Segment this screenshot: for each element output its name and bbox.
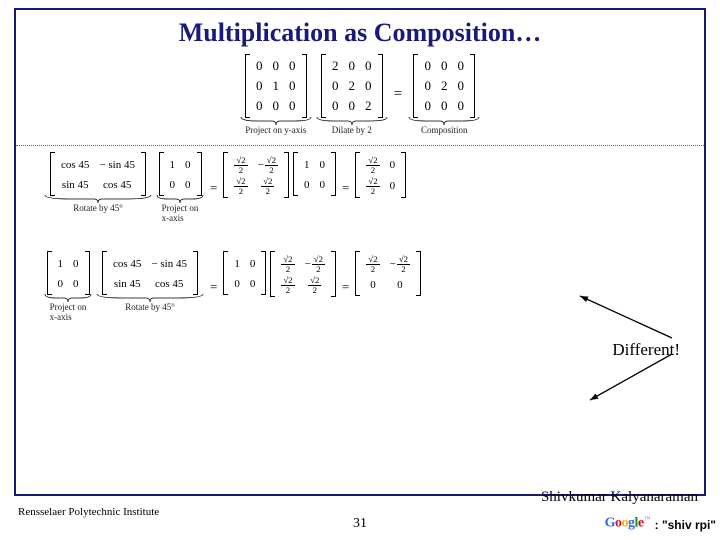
divider bbox=[16, 145, 704, 146]
page-number: 31 bbox=[353, 516, 367, 532]
different-label: Different! bbox=[612, 340, 680, 360]
equation-row-2: cos 45− sin 45sin 45cos 45 Rotate by 45°… bbox=[16, 152, 704, 223]
footer-institute: Rensselaer Polytechnic Institute bbox=[18, 506, 159, 518]
footer-author: Shivkumar Kalyanaraman bbox=[541, 489, 698, 506]
google-logo: Google™ bbox=[605, 515, 650, 532]
equation-row-1: 000010000 Project on y-axis200020002 Dil… bbox=[16, 54, 704, 135]
search-hint: : "shiv rpi" bbox=[655, 518, 716, 532]
slide-title: Multiplication as Composition… bbox=[16, 18, 704, 48]
slide-frame: Multiplication as Composition… 000010000… bbox=[14, 8, 706, 496]
equation-row-3: 1000 Project onx-axiscos 45− sin 45sin 4… bbox=[16, 251, 704, 322]
